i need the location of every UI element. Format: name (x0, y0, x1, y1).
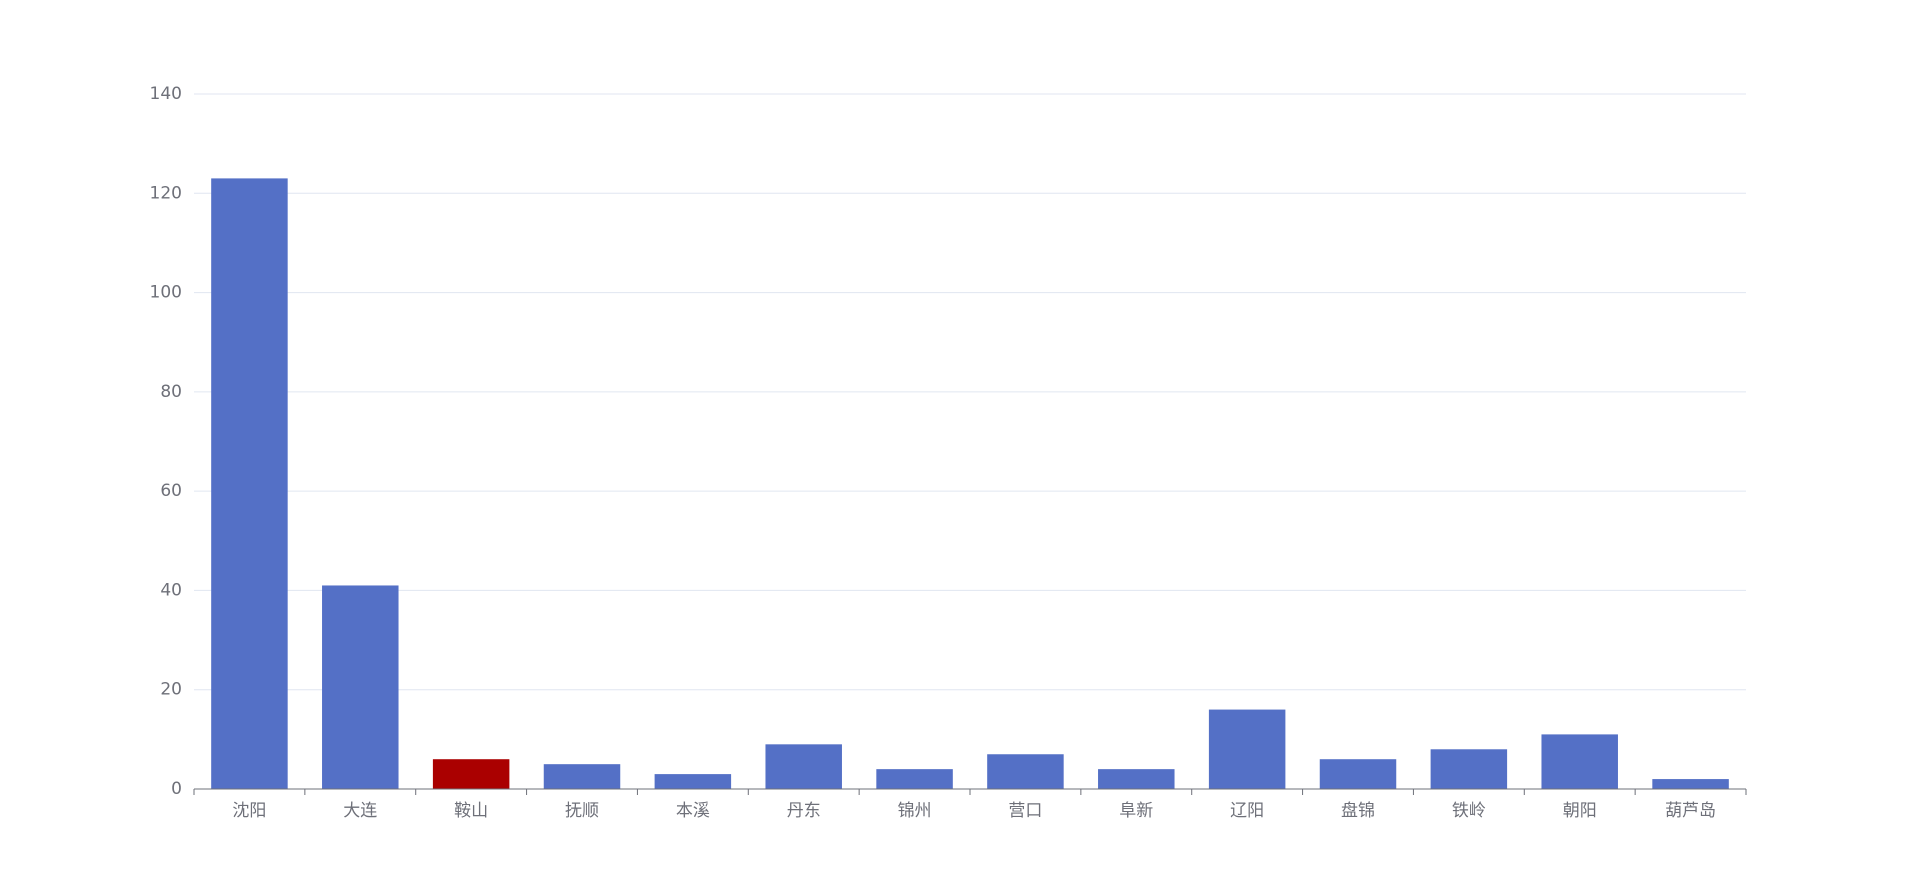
bar (1430, 749, 1508, 789)
x-tick-label: 丹东 (787, 801, 821, 821)
x-tick-label: 营口 (1008, 801, 1042, 821)
bar (765, 744, 842, 789)
x-tick-label: 辽阳 (1230, 801, 1264, 821)
bar (432, 759, 510, 789)
y-tick-label: 140 (150, 84, 182, 104)
y-tick-label: 80 (160, 382, 182, 402)
x-tick-label: 抚顺 (565, 801, 599, 821)
y-tick-label: 40 (160, 580, 182, 600)
y-tick-label: 120 (150, 183, 182, 203)
x-tick-label: 锦州 (898, 801, 932, 821)
y-tick-label: 60 (160, 481, 182, 501)
x-tick-label: 阜新 (1119, 801, 1153, 821)
x-tick-label: 朝阳 (1563, 801, 1597, 821)
x-tick-label: 鞍山 (454, 801, 488, 821)
bar (543, 764, 621, 789)
bar (987, 754, 1064, 789)
x-tick-label: 沈阳 (232, 801, 266, 821)
x-tick-label: 大连 (343, 801, 377, 821)
y-tick-label: 20 (160, 680, 182, 700)
x-tick-label: 本溪 (676, 801, 710, 821)
bar (1652, 779, 1729, 789)
y-tick-label: 100 (150, 283, 182, 303)
bar (322, 585, 399, 789)
x-tick-label: 盘锦 (1341, 801, 1375, 821)
x-tick-label: 葫芦岛 (1665, 801, 1716, 821)
bar (876, 769, 953, 789)
y-tick-label: 0 (171, 779, 182, 799)
bar (1319, 759, 1397, 789)
bar (654, 774, 732, 789)
bar (1098, 769, 1175, 789)
x-tick-label: 铁岭 (1452, 801, 1486, 821)
bar (1541, 734, 1618, 789)
bar (211, 178, 288, 790)
bar (1208, 709, 1286, 789)
